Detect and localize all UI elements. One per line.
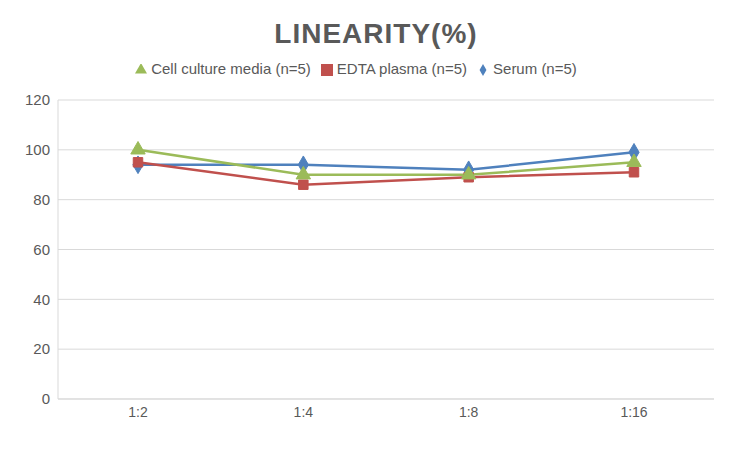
svg-text:1:4: 1:4: [294, 404, 314, 420]
html-text:LINEARITY(%): LINEARITY(%): [274, 18, 478, 49]
svg-text:1:8: 1:8: [459, 404, 479, 420]
svg-text:60: 60: [33, 241, 50, 258]
html-text:Cell culture media (n=5): Cell culture media (n=5): [151, 60, 311, 77]
svg-text:0: 0: [42, 390, 50, 407]
svg-text:1:16: 1:16: [620, 404, 647, 420]
svg-text:40: 40: [33, 291, 50, 308]
svg-text:80: 80: [33, 191, 50, 208]
html-text:Serum (n=5): Serum (n=5): [493, 60, 577, 77]
svg-text:100: 100: [25, 141, 50, 158]
svg-text:120: 120: [25, 91, 50, 108]
html-text:EDTA plasma (n=5): EDTA plasma (n=5): [336, 60, 467, 77]
svg-text:1:2: 1:2: [128, 404, 148, 420]
svg-text:20: 20: [33, 340, 50, 357]
